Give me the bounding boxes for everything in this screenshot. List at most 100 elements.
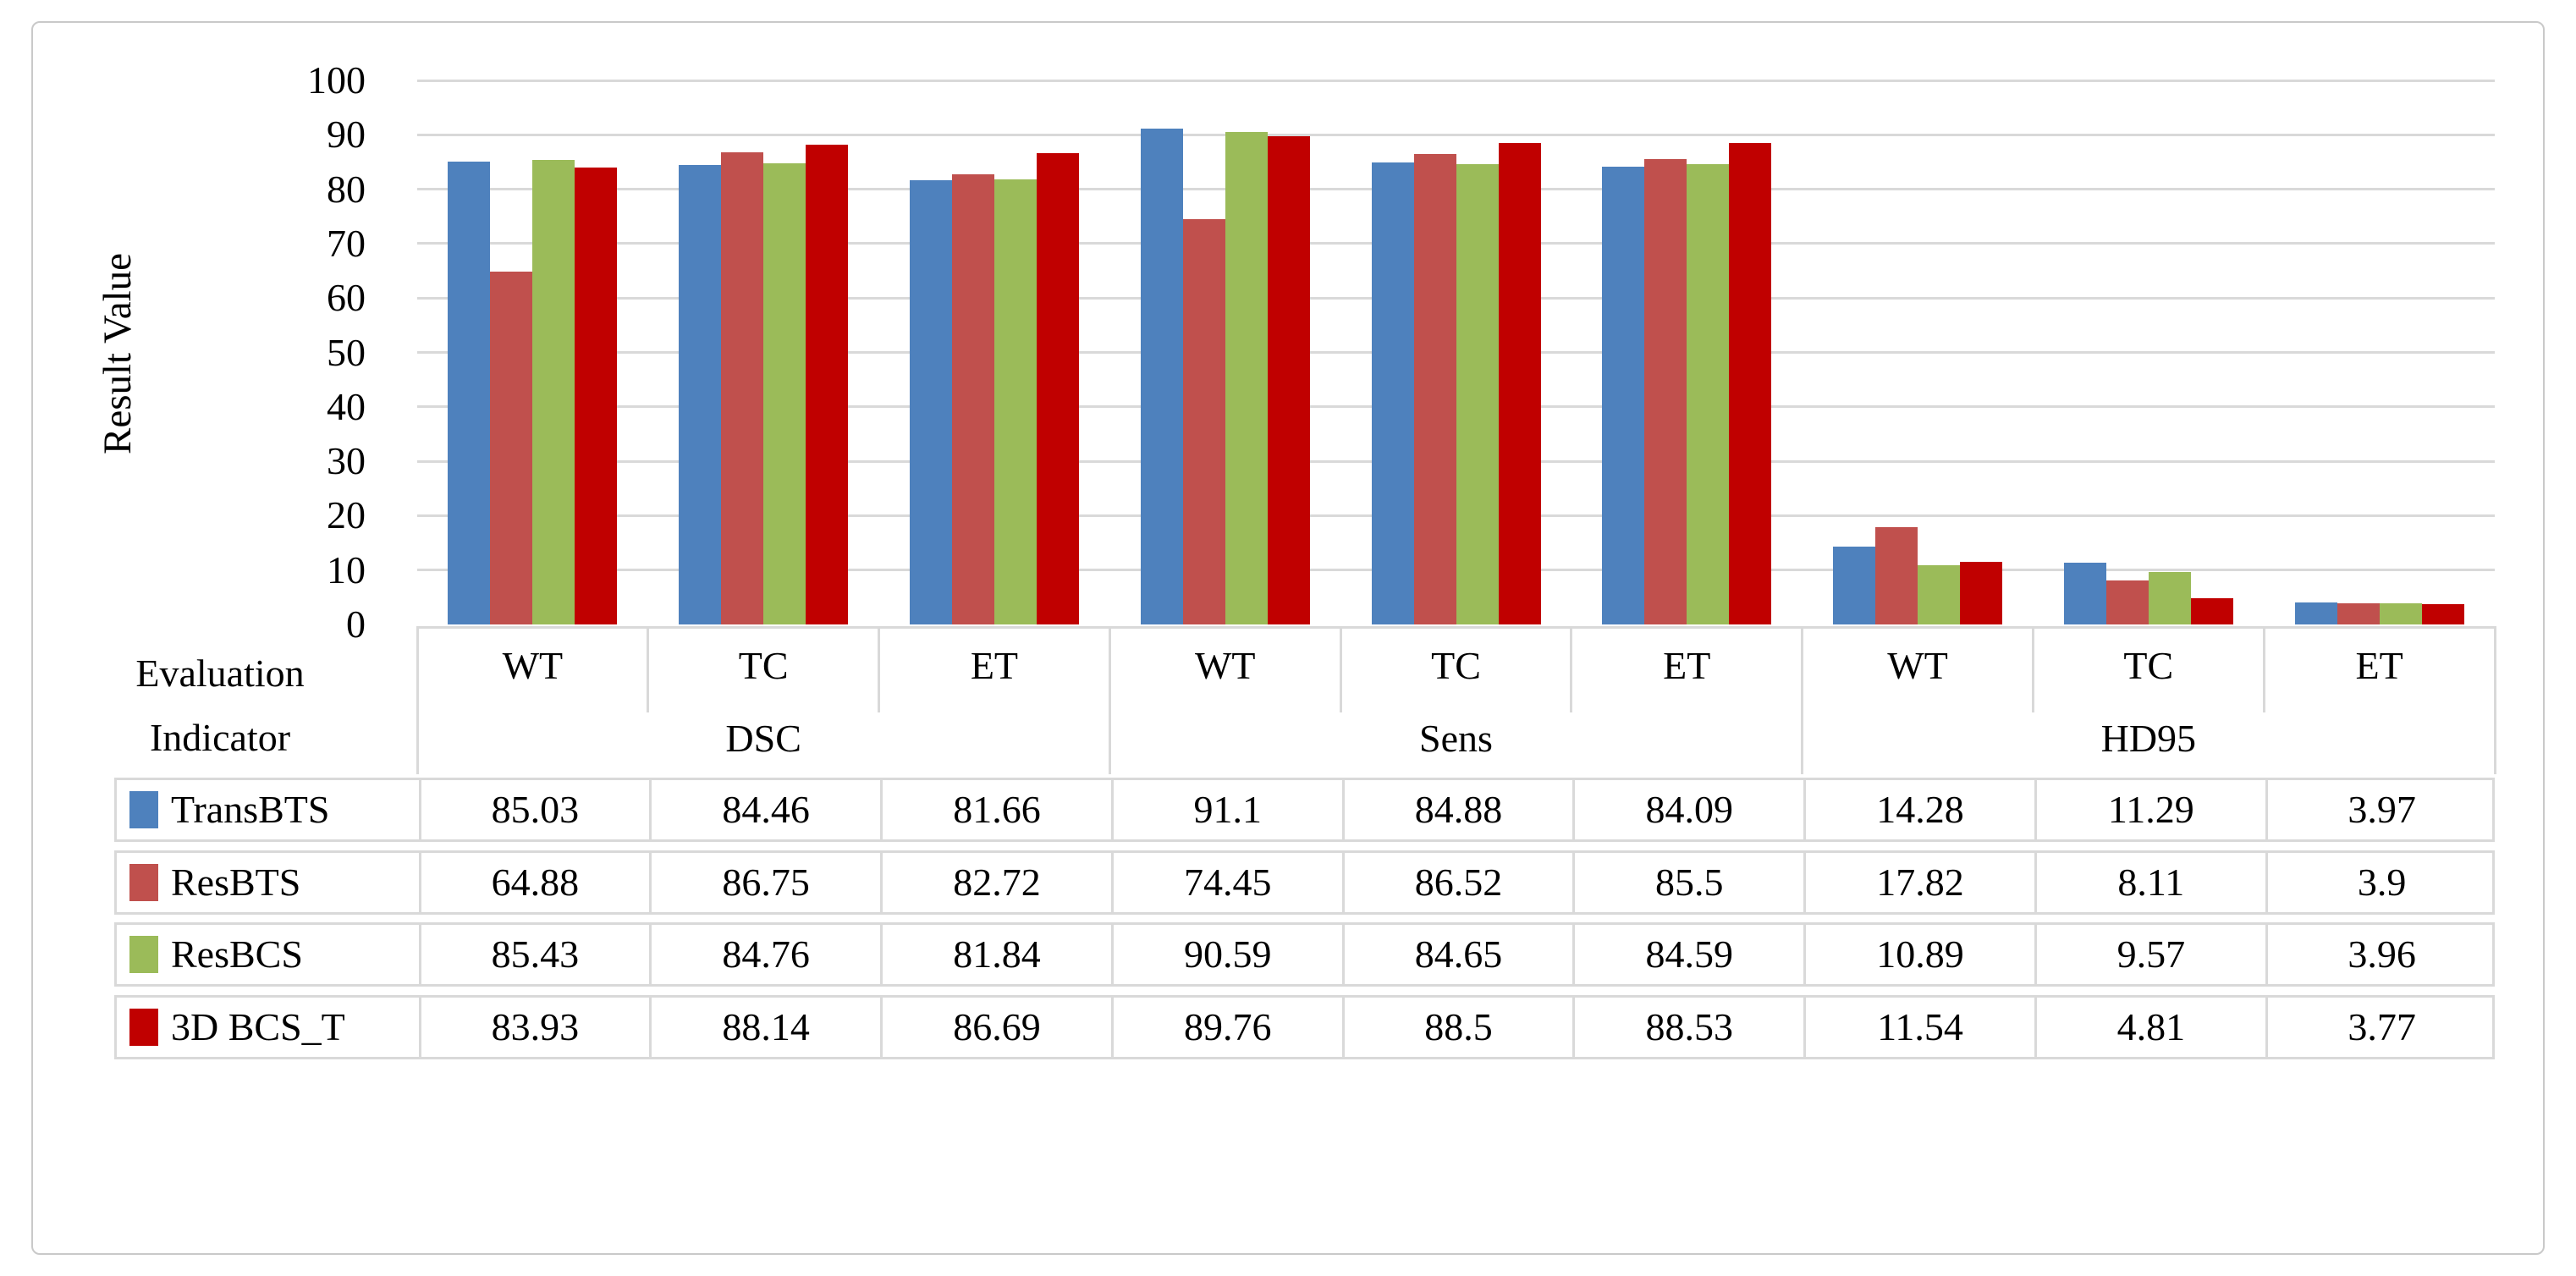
row-cell-divider [1572, 852, 1576, 912]
row-cell-divider [649, 852, 652, 912]
y-tick-label-20: 20 [327, 493, 366, 537]
bar-ResBTS-0-WT [490, 271, 533, 624]
bar-3D-BCS_T-6-WT [1960, 561, 2003, 624]
row-cell-divider [880, 998, 883, 1058]
row-cell-divider [418, 925, 421, 985]
cell-value-3D-BCS_T-6: 11.54 [1877, 1005, 1963, 1049]
cell-value-ResBCS-7: 9.57 [2116, 932, 2186, 976]
bar-ResBCS-8-ET [2379, 602, 2422, 624]
bar-ResBTS-5-ET [1644, 159, 1687, 624]
row-cell-divider [1572, 780, 1576, 839]
bar-3D-BCS_T-2-ET [1036, 152, 1079, 624]
category-label-4-TC: TC [1431, 644, 1481, 687]
table-row-ResBCS: ResBCS 85.43 84.76 81.84 90.59 84.65 84.59 10.8… [114, 922, 2495, 987]
cell-value-ResBCS-3: 90.59 [1183, 932, 1272, 976]
row-cell-divider [880, 780, 883, 839]
group-label-HD95: HD95 [2100, 717, 2197, 760]
y-tick-label-70: 70 [327, 221, 366, 265]
cell-value-TransBTS-6: 14.28 [1876, 788, 1964, 831]
row-cell-divider [2034, 780, 2037, 839]
header-cell-divider [1339, 626, 1342, 712]
row-cell-divider [1341, 998, 1345, 1058]
cell-value-ResBTS-4: 86.52 [1414, 860, 1503, 904]
header-cell-divider [2262, 626, 2265, 712]
bar-TransBTS-6-WT [1833, 547, 1876, 624]
row-cell-divider [2265, 998, 2268, 1058]
bar-ResBTS-1-TC [721, 152, 764, 624]
cell-value-ResBCS-0: 85.43 [491, 932, 580, 976]
legend-swatch-ResBCS [129, 936, 158, 974]
cell-value-ResBCS-6: 10.89 [1876, 932, 1964, 976]
bar-ResBCS-3-WT [1225, 131, 1268, 624]
row-cell-divider [1803, 780, 1807, 839]
cell-value-ResBTS-1: 86.75 [722, 860, 810, 904]
bar-3D-BCS_T-5-ET [1729, 142, 1772, 624]
bar-ResBCS-4-TC [1456, 163, 1499, 624]
cell-value-ResBTS-5: 85.5 [1655, 860, 1724, 904]
y-tick-label-30: 30 [327, 439, 366, 483]
header-cell-divider [647, 626, 650, 712]
bar-ResBCS-0-WT [532, 159, 575, 624]
row-cell-divider [2265, 852, 2268, 912]
cell-value-TransBTS-2: 81.66 [953, 788, 1041, 831]
row-cell-divider [1110, 780, 1114, 839]
cell-value-TransBTS-5: 84.09 [1645, 788, 1734, 831]
row-cell-divider [418, 780, 421, 839]
header-group-divider [416, 626, 419, 774]
bar-TransBTS-3-WT [1140, 129, 1183, 624]
cell-value-ResBTS-8: 3.9 [2357, 860, 2407, 904]
table-top-border [417, 626, 2495, 629]
cell-value-3D-BCS_T-4: 88.5 [1424, 1005, 1493, 1049]
y-tick-label-90: 90 [327, 113, 366, 157]
header-group-divider [2493, 626, 2496, 774]
category-label-3-WT: WT [1194, 644, 1256, 687]
header-cell-divider [1570, 626, 1573, 712]
series-name-label: ResBTS [171, 860, 301, 904]
category-label-7-TC: TC [2123, 644, 2174, 687]
row-cell-divider [2034, 998, 2037, 1058]
bar-TransBTS-4-TC [1371, 162, 1414, 624]
cell-value-ResBTS-3: 74.45 [1183, 860, 1272, 904]
category-label-1-TC: TC [738, 644, 789, 687]
row-cell-divider [1803, 998, 1807, 1058]
category-label-6-WT: WT [1887, 644, 1948, 687]
bar-3D-BCS_T-3-WT [1267, 135, 1310, 624]
y-tick-label-10: 10 [327, 547, 366, 591]
cell-value-ResBTS-7: 8.11 [2117, 860, 2185, 904]
cell-value-ResBCS-2: 81.84 [953, 932, 1041, 976]
legend-swatch-TransBTS [129, 791, 158, 828]
row-cell-divider [649, 998, 652, 1058]
group-label-DSC: DSC [725, 717, 801, 760]
row-cell-divider [649, 925, 652, 985]
row-cell-divider [1341, 925, 1345, 985]
category-label-8-ET: ET [2355, 644, 2403, 687]
gridline-100 [417, 79, 2495, 82]
row-cell-divider [418, 852, 421, 912]
y-tick-label-80: 80 [327, 167, 366, 211]
cell-value-3D-BCS_T-8: 3.77 [2348, 1005, 2416, 1049]
bar-TransBTS-7-TC [2063, 563, 2106, 624]
cell-value-3D-BCS_T-2: 86.69 [953, 1005, 1041, 1049]
bar-TransBTS-0-WT [448, 162, 491, 624]
row-cell-divider [2034, 925, 2037, 985]
row-cell-divider [880, 925, 883, 985]
row-cell-divider [649, 780, 652, 839]
y-tick-label-60: 60 [327, 276, 366, 320]
series-name-label: 3D BCS_T [171, 1005, 345, 1049]
row-cell-divider [880, 852, 883, 912]
cell-value-3D-BCS_T-1: 88.14 [722, 1005, 810, 1049]
row-cell-divider [2265, 780, 2268, 839]
bar-3D-BCS_T-8-ET [2421, 603, 2464, 624]
cell-value-3D-BCS_T-3: 89.76 [1183, 1005, 1272, 1049]
header-group-divider [1108, 626, 1111, 774]
table-row-3D-BCS_T: 3D BCS_T 83.93 88.14 86.69 89.76 88.5 88.53 11.… [114, 995, 2495, 1060]
row-cell-divider [1572, 998, 1576, 1058]
bar-3D-BCS_T-4-TC [1498, 142, 1541, 624]
cell-value-ResBCS-8: 3.96 [2348, 932, 2416, 976]
row-cell-divider [1803, 925, 1807, 985]
row-cell-divider [418, 998, 421, 1058]
cell-value-ResBCS-4: 84.65 [1414, 932, 1503, 976]
table-row-TransBTS: TransBTS 85.03 84.46 81.66 91.1 84.88 84.09 14.… [114, 778, 2495, 842]
bar-ResBTS-2-ET [951, 174, 994, 624]
